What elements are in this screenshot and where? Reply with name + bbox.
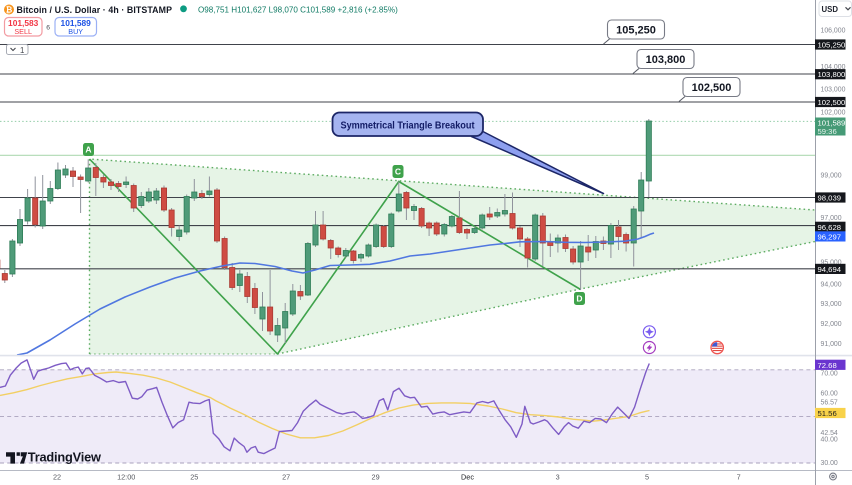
- svg-text:97,000: 97,000: [821, 215, 842, 222]
- svg-text:Symmetrical Triangle Breakout: Symmetrical Triangle Breakout: [341, 121, 476, 132]
- svg-text:96,628: 96,628: [818, 223, 842, 232]
- svg-text:105,250: 105,250: [818, 41, 846, 50]
- svg-text:95,000: 95,000: [821, 260, 842, 267]
- svg-text:94,694: 94,694: [818, 265, 842, 274]
- svg-text:TradingView: TradingView: [28, 450, 101, 465]
- svg-text:60.00: 60.00: [821, 391, 838, 398]
- svg-text:12:00: 12:00: [117, 473, 135, 482]
- svg-text:3: 3: [556, 473, 560, 482]
- svg-text:92,000: 92,000: [821, 321, 842, 328]
- svg-text:98,039: 98,039: [818, 194, 842, 203]
- svg-text:30.00: 30.00: [821, 460, 838, 467]
- svg-text:102,500: 102,500: [692, 82, 732, 94]
- svg-text:106,000: 106,000: [821, 28, 846, 35]
- svg-text:7: 7: [737, 473, 741, 482]
- svg-text:103,800: 103,800: [818, 70, 846, 79]
- svg-text:99,000: 99,000: [821, 172, 842, 179]
- svg-text:Bitcoin / U.S. Dollar · 4h · B: Bitcoin / U.S. Dollar · 4h · BITSTAMP: [17, 5, 173, 15]
- svg-text:USD: USD: [822, 5, 839, 14]
- svg-text:70.00: 70.00: [821, 370, 838, 377]
- svg-text:102,500: 102,500: [818, 98, 846, 107]
- svg-text:25: 25: [190, 473, 198, 482]
- svg-text:O98,751 H101,627 L98,070 C101,: O98,751 H101,627 L98,070 C101,589 +2,816…: [198, 6, 398, 15]
- svg-text:93,000: 93,000: [821, 301, 842, 308]
- svg-text:29: 29: [372, 473, 380, 482]
- svg-text:27: 27: [282, 473, 290, 482]
- svg-text:1: 1: [20, 46, 24, 55]
- svg-text:SELL: SELL: [14, 27, 32, 36]
- svg-text:5: 5: [645, 473, 649, 482]
- svg-text:Dec: Dec: [461, 473, 474, 482]
- svg-text:103,800: 103,800: [646, 54, 686, 66]
- svg-text:96,297: 96,297: [818, 232, 842, 241]
- svg-text:A: A: [85, 145, 91, 155]
- svg-text:59:36: 59:36: [818, 127, 837, 136]
- svg-text:6: 6: [46, 25, 50, 32]
- svg-text:94,000: 94,000: [821, 282, 842, 289]
- svg-text:40.00: 40.00: [821, 436, 838, 443]
- svg-text:91,000: 91,000: [821, 341, 842, 348]
- svg-text:56.57: 56.57: [821, 400, 838, 407]
- svg-text:22: 22: [53, 473, 61, 482]
- svg-text:BUY: BUY: [68, 27, 83, 36]
- svg-text:105,250: 105,250: [616, 25, 656, 37]
- svg-text:C: C: [395, 167, 401, 177]
- svg-text:101,589: 101,589: [818, 118, 846, 127]
- svg-text:104,000: 104,000: [821, 64, 846, 71]
- svg-text:101,583: 101,583: [8, 18, 39, 28]
- svg-text:42.54: 42.54: [821, 430, 838, 437]
- svg-text:102,000: 102,000: [821, 110, 846, 117]
- svg-text:72.68: 72.68: [818, 361, 837, 370]
- svg-text:51.56: 51.56: [818, 409, 837, 418]
- svg-text:D: D: [576, 294, 582, 304]
- svg-text:101,589: 101,589: [61, 18, 92, 28]
- svg-text:103,000: 103,000: [821, 87, 846, 94]
- svg-text:₿: ₿: [6, 6, 13, 15]
